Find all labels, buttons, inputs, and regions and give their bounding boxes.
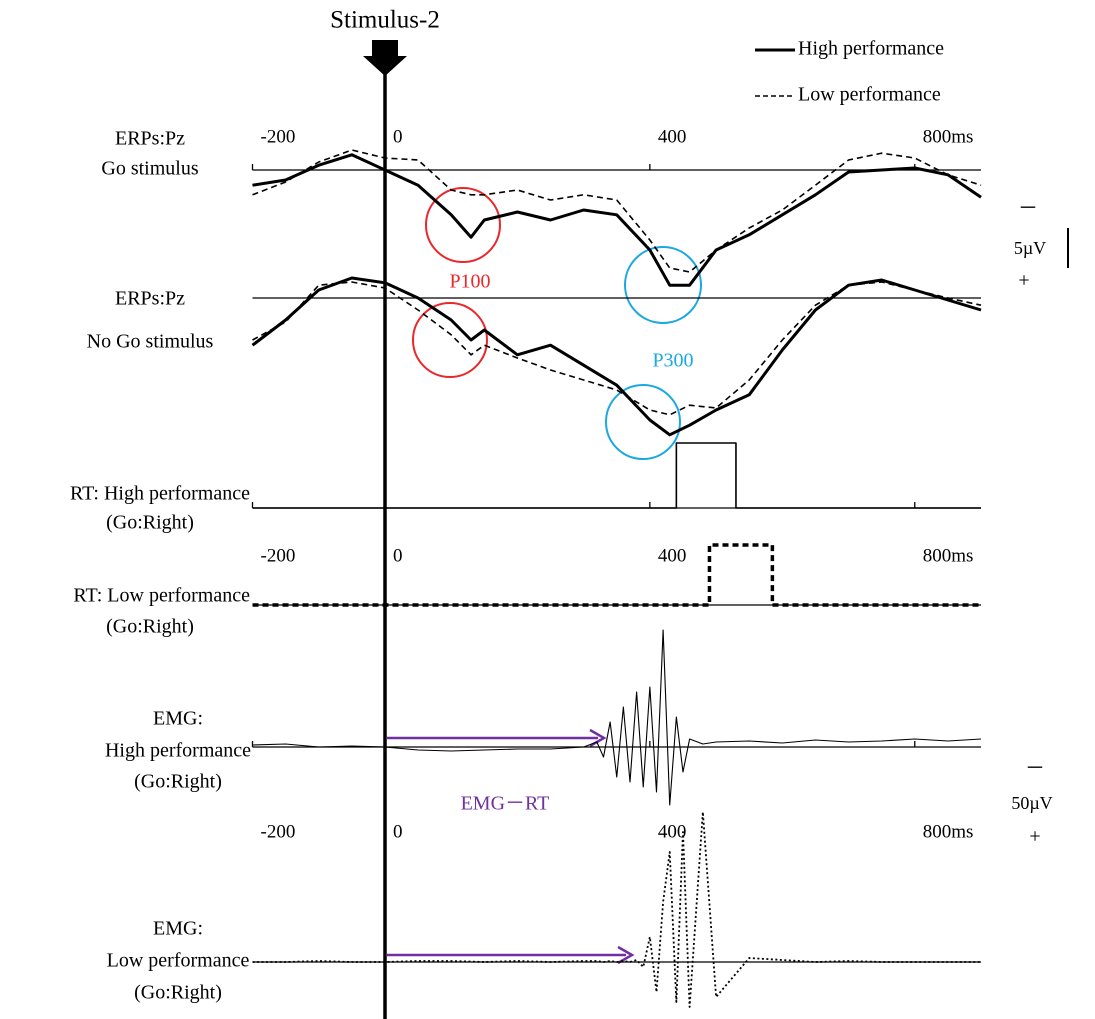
- panel-label: (Go:Right): [106, 512, 194, 534]
- p100-circle: [412, 302, 488, 378]
- panel-label: ERPs:Pz: [115, 288, 185, 310]
- x-tick-label: -200: [261, 126, 296, 147]
- trace: [251, 276, 982, 437]
- trace: [252, 149, 982, 273]
- x-tick-label: -200: [261, 821, 296, 842]
- panel-label: (Go:Right): [134, 771, 222, 793]
- p100-circle: [425, 187, 501, 263]
- p300-label: P300: [652, 350, 693, 372]
- panel-label: (Go:Right): [106, 616, 194, 638]
- panel-label: ERPs:Pz: [115, 128, 185, 150]
- scale-value: 5µV: [1014, 238, 1046, 258]
- p100-label: P100: [449, 271, 490, 293]
- x-tick-label: 800ms: [923, 545, 974, 566]
- legend-label: Low performance: [798, 84, 941, 106]
- x-tick-label: 0: [393, 126, 403, 147]
- x-tick-label: 400: [658, 126, 687, 147]
- panel-label: Low performance: [107, 950, 250, 972]
- panel-label: RT: Low performance: [73, 585, 250, 607]
- panel-label: Go stimulus: [101, 158, 198, 180]
- trace: [252, 811, 981, 1008]
- panel-label: High performance: [105, 740, 251, 762]
- panel-label: No Go stimulus: [87, 331, 214, 353]
- scale-minus: －: [1018, 198, 1038, 220]
- x-tick-label: 400: [658, 545, 687, 566]
- trace: [252, 543, 981, 607]
- trace: [252, 153, 982, 287]
- trace: [252, 442, 981, 509]
- stimulus-arrow: [363, 40, 407, 76]
- emg-rt-label: EMG－RT: [461, 793, 550, 815]
- panel-label: EMG:: [153, 918, 203, 940]
- trace: [252, 629, 982, 806]
- x-tick-label: 400: [658, 821, 687, 842]
- p300-circle: [624, 246, 702, 324]
- x-tick-label: 800ms: [923, 821, 974, 842]
- p300-circle: [605, 384, 681, 460]
- x-tick-label: -200: [261, 545, 296, 566]
- scale-plus: +: [1018, 270, 1029, 292]
- scale-value: 50µV: [1011, 793, 1052, 813]
- panel-label: RT: High performance: [70, 483, 250, 505]
- x-tick-label: 800ms: [923, 126, 974, 147]
- trace: [252, 281, 982, 416]
- panel-label: EMG:: [153, 708, 203, 730]
- x-tick-label: 0: [393, 821, 403, 842]
- x-tick-label: 0: [393, 545, 403, 566]
- legend-label: High performance: [798, 38, 944, 60]
- panel-label: (Go:Right): [134, 982, 222, 1004]
- stimulus-label: Stimulus-2: [330, 7, 440, 34]
- scale-minus: －: [1025, 758, 1045, 780]
- scale-plus: +: [1029, 826, 1040, 848]
